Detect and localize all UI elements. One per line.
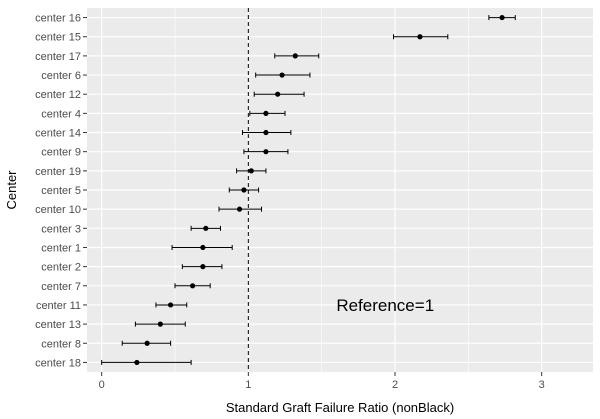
estimate-point bbox=[417, 34, 423, 40]
row-center-11 bbox=[155, 302, 188, 308]
row-center-6 bbox=[255, 72, 311, 78]
y-tick-label: center 9 bbox=[41, 147, 81, 159]
row-center-2 bbox=[181, 264, 223, 270]
estimate-point bbox=[203, 225, 209, 231]
axis-layer: 0 1 2 3 center 16 center 15 center 17 center 6 c… bbox=[35, 13, 545, 391]
estimate-point bbox=[134, 359, 140, 366]
estimate-point bbox=[263, 110, 269, 116]
estimate-point bbox=[292, 53, 298, 59]
row-center-14 bbox=[241, 129, 292, 136]
grid-layer bbox=[87, 8, 593, 372]
x-tick-label: 1 bbox=[245, 379, 251, 391]
row-center-8 bbox=[121, 340, 172, 346]
estimate-point bbox=[168, 302, 174, 308]
y-tick-label: center 6 bbox=[41, 70, 81, 82]
y-tick-label: center 11 bbox=[36, 300, 81, 312]
y-tick-label: center 1 bbox=[41, 242, 81, 254]
y-tick-label: center 4 bbox=[41, 108, 81, 120]
row-center-19 bbox=[236, 168, 267, 174]
y-tick-label: center 10 bbox=[35, 204, 81, 216]
estimate-point bbox=[499, 14, 505, 21]
x-axis-title: Standard Graft Failure Ratio (nonBlack) bbox=[226, 400, 454, 415]
estimate-point bbox=[263, 129, 269, 136]
y-tick-label: center 13 bbox=[35, 319, 81, 331]
row-center-9 bbox=[243, 149, 289, 155]
row-center-13 bbox=[134, 321, 186, 327]
row-center-16 bbox=[488, 14, 516, 21]
y-tick-label: center 7 bbox=[41, 281, 81, 293]
estimate-point bbox=[157, 321, 163, 327]
y-tick-label: center 19 bbox=[35, 166, 81, 178]
row-center-15 bbox=[393, 34, 449, 40]
row-center-4 bbox=[249, 110, 286, 116]
y-tick-label: center 8 bbox=[41, 338, 81, 350]
row-center-3 bbox=[190, 225, 221, 231]
y-tick-label: center 18 bbox=[35, 357, 81, 369]
x-tick-label: 2 bbox=[392, 379, 398, 391]
estimate-point bbox=[190, 283, 196, 289]
row-center-17 bbox=[274, 53, 320, 59]
x-tick-label: 0 bbox=[99, 379, 105, 391]
estimate-point bbox=[200, 244, 206, 251]
y-tick-label: center 15 bbox=[35, 32, 81, 44]
estimate-point bbox=[236, 206, 243, 212]
y-tick-label: center 17 bbox=[35, 51, 81, 63]
estimate-point bbox=[241, 187, 247, 193]
y-tick-label: center 12 bbox=[35, 89, 81, 101]
estimate-point bbox=[200, 264, 206, 270]
y-tick-label: center 14 bbox=[35, 128, 81, 140]
reference-annotation: Reference=1 bbox=[336, 296, 434, 315]
y-tick-label: center 2 bbox=[41, 262, 81, 274]
row-center-5 bbox=[228, 187, 260, 193]
row-center-1 bbox=[171, 244, 233, 251]
row-center-7 bbox=[174, 283, 211, 289]
x-tick-label: 3 bbox=[539, 379, 545, 391]
row-center-12 bbox=[253, 91, 305, 97]
row-center-18 bbox=[101, 359, 192, 366]
estimate-point bbox=[263, 149, 269, 155]
y-tick-label: center 5 bbox=[41, 185, 81, 197]
marks-layer bbox=[101, 14, 516, 366]
y-axis-title: Center bbox=[4, 170, 19, 210]
y-tick-label: center 3 bbox=[41, 223, 81, 235]
estimate-point bbox=[279, 72, 285, 78]
y-tick-label: center 16 bbox=[35, 13, 81, 25]
estimate-point bbox=[144, 340, 150, 346]
estimate-point bbox=[248, 168, 254, 174]
estimate-point bbox=[275, 91, 281, 97]
row-center-10 bbox=[218, 206, 263, 212]
